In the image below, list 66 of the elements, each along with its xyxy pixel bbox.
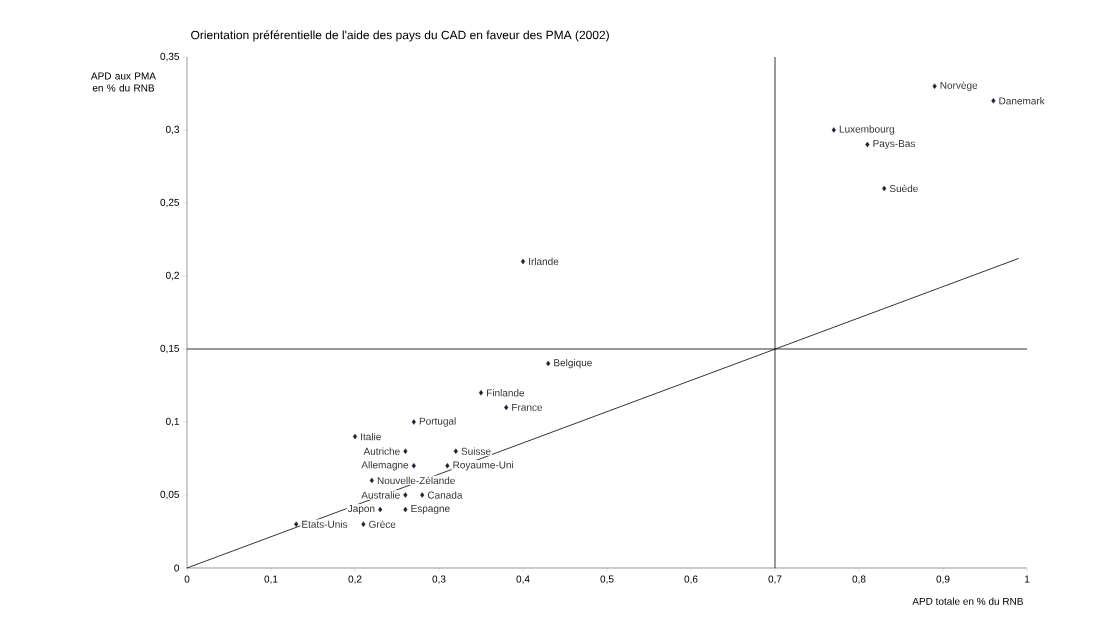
point (352, 433, 358, 440)
point (932, 83, 937, 89)
y-tick-label: 0,35 (160, 52, 180, 62)
annotation: Portugal (419, 417, 456, 427)
point (411, 419, 416, 425)
annotation: Australie (361, 491, 400, 499)
point (520, 258, 526, 265)
x-tick-label: 0,2 (348, 575, 362, 584)
y-tick-label: 0,2 (165, 271, 179, 281)
x-tick-label: 0,5 (600, 575, 614, 584)
annotation: Norvège (940, 81, 978, 91)
point (420, 492, 425, 498)
annotation: Danemark (999, 97, 1045, 105)
point (378, 506, 383, 513)
y-tick-label: 0,05 (160, 490, 180, 500)
y-tick-label: 0,3 (165, 125, 180, 135)
x-tick-label: 0 (184, 575, 190, 583)
annotation: Espagne (411, 505, 450, 515)
x-tick-label: 0,9 (936, 575, 950, 584)
annotation: Allemagne (361, 461, 409, 471)
point (403, 506, 408, 513)
annotation: Nouvelle-Zélande (377, 476, 455, 485)
y-tick-label: 0,25 (160, 198, 180, 208)
x-axis-title: APD totale en % du RNB (912, 597, 1023, 605)
x-tick-label: 0,1 (264, 575, 278, 584)
x-tick-label: 0,6 (684, 575, 698, 584)
point (411, 463, 416, 469)
annotation: Suède (889, 184, 918, 193)
point (445, 463, 450, 469)
x-tick-label: 0,8 (852, 575, 866, 584)
chart-title: Orientation préférentielle de l'aide des pays du CAD en faveur des PMA (2002) (191, 30, 609, 42)
annotation: Royaume-Uni (453, 461, 514, 471)
x-tick-label: 0,7 (768, 575, 782, 584)
y-tick-label: 0,15 (160, 344, 180, 354)
annotation: Pays-Bas (873, 140, 916, 150)
x-tick-label: 1 (1024, 575, 1030, 583)
point (453, 448, 458, 454)
annotation: Irlande (529, 257, 559, 266)
annotation: Belgique (554, 358, 592, 369)
annotation: France (512, 403, 543, 411)
point (403, 492, 408, 498)
x-tick-label: 0,4 (516, 575, 530, 584)
point (882, 185, 887, 192)
point (403, 448, 408, 454)
annotation: Autriche (363, 447, 400, 455)
point (504, 404, 509, 411)
point (831, 127, 836, 133)
point (369, 477, 374, 484)
point (865, 141, 870, 148)
y-axis-title: APD aux PMA en % du RNB (90, 72, 156, 92)
annotation: Italie (361, 432, 381, 441)
annotation: Grèce (369, 520, 396, 528)
point (361, 521, 366, 527)
point (991, 98, 996, 104)
annotation: Japon (347, 505, 375, 515)
annotation: Etats-Unis (302, 520, 348, 528)
point (546, 360, 551, 367)
annotation: Canada (427, 491, 463, 499)
point (294, 521, 299, 527)
point (478, 390, 484, 396)
x-tick-label: 0,3 (432, 575, 446, 584)
y-tick-label: 0 (174, 564, 180, 572)
y-tick-label: 0,1 (165, 417, 179, 427)
annotation: Finlande (487, 389, 525, 397)
annotation: Suisse (461, 447, 491, 455)
annotation: Luxembourg (839, 125, 894, 135)
